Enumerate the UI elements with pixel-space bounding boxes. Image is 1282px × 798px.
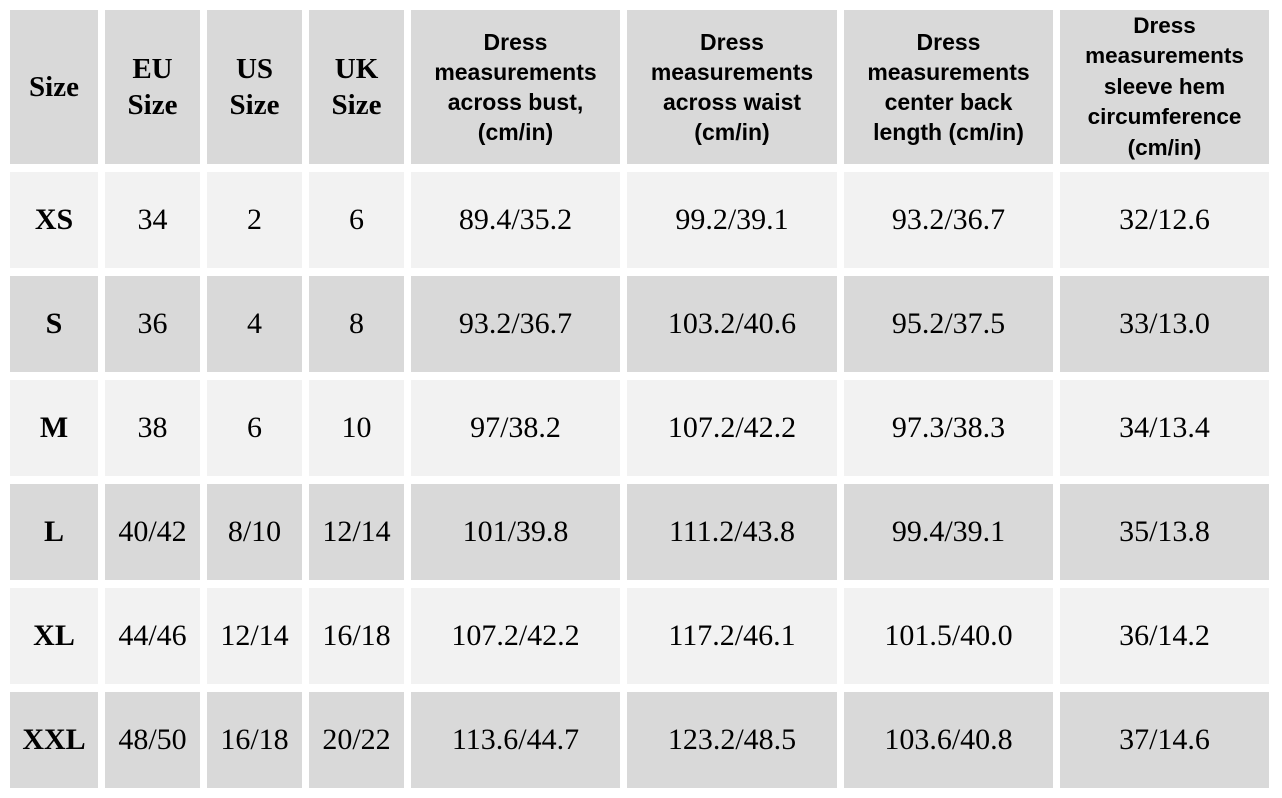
sleeve-hem-cell: 36/14.2 (1060, 588, 1269, 684)
header-back-line-3: center back (884, 89, 1013, 115)
waist-cell: 117.2/46.1 (627, 588, 837, 684)
sleeve-hem-cell: 32/12.6 (1060, 172, 1269, 268)
us-size-cell: 6 (207, 380, 302, 476)
header-sleeve-line-5: (cm/in) (1127, 134, 1202, 160)
header-sleeve-line-2: measurements (1085, 43, 1244, 69)
table-row: S 36 4 8 93.2/36.7 103.2/40.6 95.2/37.5 … (10, 276, 1269, 372)
size-cell: XL (10, 588, 98, 684)
header-waist: Dress measurements across waist (cm/in) (627, 10, 837, 164)
us-size-cell: 12/14 (207, 588, 302, 684)
header-uk-line-1: UK (334, 53, 379, 85)
uk-size-cell: 20/22 (309, 692, 404, 788)
size-cell: M (10, 380, 98, 476)
sleeve-hem-cell: 37/14.6 (1060, 692, 1269, 788)
header-uk-line-2: Size (331, 89, 382, 121)
eu-size-cell: 38 (105, 380, 200, 476)
uk-size-cell: 10 (309, 380, 404, 476)
header-eu-line-1: EU (132, 53, 173, 85)
header-back-line-1: Dress (916, 29, 981, 55)
header-uk-size: UK Size (309, 10, 404, 164)
table-row: L 40/42 8/10 12/14 101/39.8 111.2/43.8 9… (10, 484, 1269, 580)
header-back-line-4: length (cm/in) (873, 119, 1024, 145)
table-body: XS 34 2 6 89.4/35.2 99.2/39.1 93.2/36.7 … (10, 172, 1269, 788)
header-bust-line-3: across bust, (447, 89, 584, 115)
header-us-line-1: US (235, 53, 274, 85)
size-cell: XS (10, 172, 98, 268)
header-bust: Dress measurements across bust, (cm/in) (411, 10, 620, 164)
back-length-cell: 103.6/40.8 (844, 692, 1053, 788)
header-sleeve-line-1: Dress (1133, 12, 1196, 38)
header-size: Size (10, 10, 98, 164)
header-waist-line-3: across waist (662, 89, 802, 115)
bust-cell: 101/39.8 (411, 484, 620, 580)
bust-cell: 89.4/35.2 (411, 172, 620, 268)
bust-cell: 97/38.2 (411, 380, 620, 476)
uk-size-cell: 16/18 (309, 588, 404, 684)
header-waist-line-4: (cm/in) (694, 119, 770, 145)
back-length-cell: 99.4/39.1 (844, 484, 1053, 580)
back-length-cell: 101.5/40.0 (844, 588, 1053, 684)
sleeve-hem-cell: 34/13.4 (1060, 380, 1269, 476)
waist-cell: 99.2/39.1 (627, 172, 837, 268)
eu-size-cell: 44/46 (105, 588, 200, 684)
size-chart-table: Size EU Size US Size UK Size Dress measu… (3, 2, 1276, 796)
bust-cell: 93.2/36.7 (411, 276, 620, 372)
header-eu-size: EU Size (105, 10, 200, 164)
header-sleeve-line-3: sleeve hem (1103, 73, 1226, 99)
sleeve-hem-cell: 33/13.0 (1060, 276, 1269, 372)
header-back-line-2: measurements (867, 59, 1030, 85)
uk-size-cell: 12/14 (309, 484, 404, 580)
eu-size-cell: 36 (105, 276, 200, 372)
table-row: XXL 48/50 16/18 20/22 113.6/44.7 123.2/4… (10, 692, 1269, 788)
table-row: XL 44/46 12/14 16/18 107.2/42.2 117.2/46… (10, 588, 1269, 684)
bust-cell: 107.2/42.2 (411, 588, 620, 684)
size-cell: S (10, 276, 98, 372)
header-waist-line-2: measurements (650, 59, 814, 85)
header-waist-line-1: Dress (700, 29, 764, 55)
header-eu-line-2: Size (127, 89, 178, 121)
table-header: Size EU Size US Size UK Size Dress measu… (10, 10, 1269, 164)
eu-size-cell: 34 (105, 172, 200, 268)
uk-size-cell: 6 (309, 172, 404, 268)
back-length-cell: 97.3/38.3 (844, 380, 1053, 476)
size-cell: XXL (10, 692, 98, 788)
waist-cell: 123.2/48.5 (627, 692, 837, 788)
us-size-cell: 16/18 (207, 692, 302, 788)
back-length-cell: 95.2/37.5 (844, 276, 1053, 372)
header-sleeve-line-4: circumference (1087, 104, 1242, 130)
table-row: M 38 6 10 97/38.2 107.2/42.2 97.3/38.3 3… (10, 380, 1269, 476)
bust-cell: 113.6/44.7 (411, 692, 620, 788)
header-us-line-2: Size (229, 89, 280, 121)
table-row: XS 34 2 6 89.4/35.2 99.2/39.1 93.2/36.7 … (10, 172, 1269, 268)
header-bust-line-1: Dress (483, 29, 548, 55)
header-row: Size EU Size US Size UK Size Dress measu… (10, 10, 1269, 164)
eu-size-cell: 48/50 (105, 692, 200, 788)
us-size-cell: 4 (207, 276, 302, 372)
uk-size-cell: 8 (309, 276, 404, 372)
header-back-length: Dress measurements center back length (c… (844, 10, 1053, 164)
sleeve-hem-cell: 35/13.8 (1060, 484, 1269, 580)
header-size-label: Size (29, 71, 79, 103)
us-size-cell: 2 (207, 172, 302, 268)
eu-size-cell: 40/42 (105, 484, 200, 580)
header-bust-line-4: (cm/in) (477, 119, 554, 145)
waist-cell: 103.2/40.6 (627, 276, 837, 372)
header-bust-line-2: measurements (434, 59, 597, 85)
header-us-size: US Size (207, 10, 302, 164)
us-size-cell: 8/10 (207, 484, 302, 580)
header-sleeve-hem: Dress measurements sleeve hem circumfere… (1060, 10, 1269, 164)
back-length-cell: 93.2/36.7 (844, 172, 1053, 268)
waist-cell: 107.2/42.2 (627, 380, 837, 476)
waist-cell: 111.2/43.8 (627, 484, 837, 580)
size-cell: L (10, 484, 98, 580)
